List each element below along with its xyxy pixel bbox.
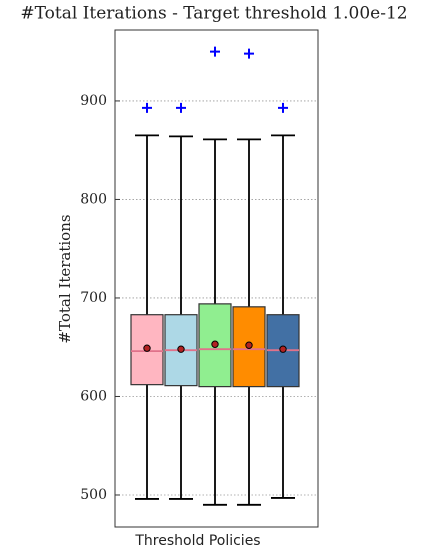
y-tick-label: 600 [80, 388, 107, 404]
outlier [176, 102, 186, 113]
mean [211, 340, 219, 348]
y-tick-label: 800 [80, 191, 107, 207]
plot-frame [114, 29, 319, 528]
outlier [278, 102, 288, 113]
outlier [244, 48, 254, 59]
mean [177, 345, 185, 353]
y-tick-label: 700 [80, 290, 107, 306]
y-tick-label: 500 [80, 487, 107, 503]
mean [245, 341, 253, 349]
y-tick-label: 900 [80, 93, 107, 109]
chart-title: #Total Iterations - Target threshold 1.0… [20, 4, 407, 24]
outlier [210, 46, 220, 57]
mean [143, 344, 151, 352]
outlier [142, 102, 152, 113]
x-axis-label: Threshold Policies [134, 533, 260, 549]
y-axis-label: #Total Iterations [56, 214, 74, 343]
mean [279, 345, 287, 353]
